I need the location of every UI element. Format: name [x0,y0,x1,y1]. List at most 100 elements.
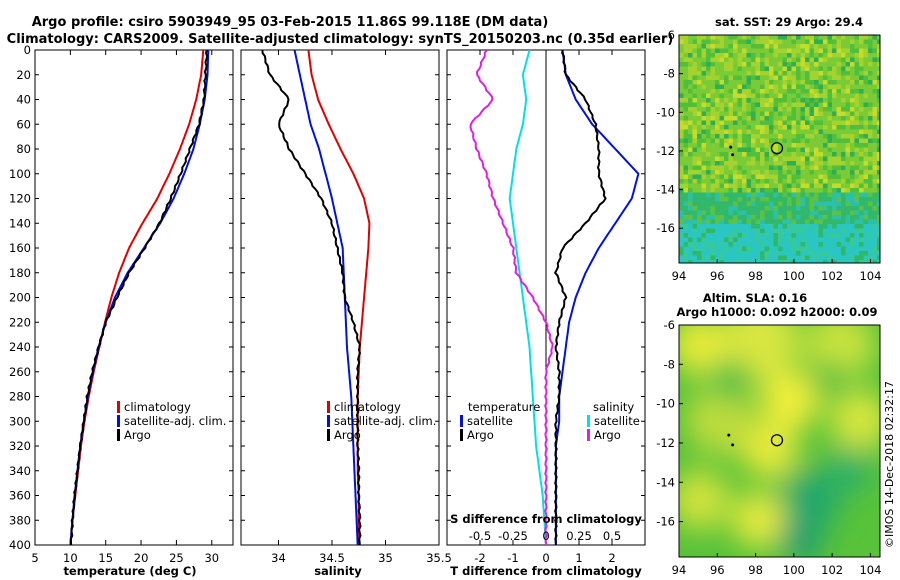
depth-tick-label: 100 [9,167,31,181]
diff-series-temperature-argo [554,50,607,545]
sal-xtick-label: 34.5 [319,551,345,565]
difference-panel: -2 -1 0 1 2 T difference from climatology S … [446,49,646,578]
sst-xtick-label: 104 [859,269,881,283]
secondary-xtick-label: 0.5 [603,529,621,543]
legend-satellite: satellite-adj. clim. [124,414,226,428]
sal-series-satellite-adj-clim- [293,50,359,545]
legend-argo: Argo [124,428,151,442]
temp-xtick-label: 10 [63,551,78,565]
depth-tick-label: 240 [9,340,31,354]
sst-map-title: sat. SST: 29 Argo: 29.4 [715,15,863,29]
sst-track-point [731,153,735,157]
sst-ytick-label: -8 [664,67,675,81]
temperature-xlabel: temperature (deg C) [63,564,196,578]
temperature-legend: climatology satellite-adj. clim. Argo [117,400,226,442]
legend-swatch-argo [327,429,330,441]
diff-xtick-label: 0 [542,551,549,565]
depth-tick-label: 380 [9,513,31,527]
sla-map-subtitle: Argo h1000: 0.092 h2000: 0.09 [676,305,877,319]
secondary-xtick-label: 0 [542,529,549,543]
temp-xtick-label: 25 [169,551,184,565]
salinity-xlabel: salinity [314,564,362,578]
legend-swatch-t-satellite [460,415,463,427]
sla-ytick-label: -10 [656,397,675,411]
legend-argo: Argo [334,428,361,442]
temp-xtick-label: 5 [31,551,38,565]
sla-xtick-label: 94 [672,563,687,577]
sst-ytick-label: -14 [656,183,675,197]
legend-swatch-climatology [327,401,330,413]
depth-tick-label: 140 [9,216,31,230]
sst-ytick-label: -16 [656,221,675,235]
depth-tick-label: 340 [9,464,31,478]
legend-swatch-t-argo [460,429,463,441]
sst-ytick-label: -6 [664,28,675,42]
sla-ytick-label: -6 [664,318,675,332]
temp-series-argo [69,50,209,545]
temperature-plot-frame [34,49,234,546]
temp-series-climatology [69,50,205,545]
sla-ytick-label: -14 [656,475,675,489]
sla-track-point [731,443,735,447]
depth-tick-label: 260 [9,365,31,379]
sla-xtick-label: 96 [710,563,725,577]
sla-map-panel: Altim. SLA: 0.16 Argo h1000: 0.092 h2000… [656,291,881,577]
figure-title-line1: Argo profile: csiro 5903949_95 03-Feb-20… [32,15,549,30]
legend-temperature-title: temperature [468,400,540,414]
temp-xtick-label: 20 [134,551,149,565]
sla-ytick-label: -12 [656,436,675,450]
depth-tick-label: 120 [9,192,31,206]
legend-swatch-satellite [327,415,330,427]
sla-ytick-label: -8 [664,357,675,371]
diff-series-salinity-satellite [508,50,547,545]
sst-xtick-label: 94 [672,269,687,283]
depth-tick-label: 280 [9,390,31,404]
salinity-legend: climatology satellite-adj. clim. Argo [327,400,436,442]
legend-satellite: satellite-adj. clim. [334,414,436,428]
depth-tick-label: 300 [9,414,31,428]
legend-climatology: climatology [334,400,401,414]
salinity-panel: 34 34.5 35 35.5 salinity climatology satell… [240,49,452,578]
legend-swatch-argo [117,429,120,441]
sla-track-point [727,433,731,437]
sla-map-title: Altim. SLA: 0.16 [703,291,807,305]
sal-xtick-label: 34 [271,551,286,565]
sst-ytick-label: -10 [656,105,675,119]
legend-swatch-satellite [117,415,120,427]
secondary-xtick-label: 0.25 [566,529,592,543]
diff-xtick-label: -2 [474,551,485,565]
sst-map-panel: sat. SST: 29 Argo: 29.4 94 96 98 100 102 104 -… [656,15,881,283]
legend-s-satellite: satellite [594,414,640,428]
sst-heatmap [679,35,880,263]
sst-xtick-label: 96 [710,269,725,283]
sst-ytick-label: -12 [656,144,675,158]
legend-salinity-title: salinity [593,400,634,414]
sal-series-argo [261,50,362,545]
sst-xtick-label: 100 [783,269,805,283]
depth-tick-label: 320 [9,439,31,453]
sla-map-frame [678,324,881,558]
difference-xlabel: T difference from climatology [450,564,642,578]
figure-title-line2: Climatology: CARS2009. Satellite-adjuste… [7,32,674,47]
secondary-xtick-label: -0.5 [469,529,491,543]
salinity-plot-frame [240,49,440,546]
depth-tick-label: 160 [9,241,31,255]
legend-swatch-climatology [117,401,120,413]
depth-tick-label: 80 [16,142,31,156]
sal-series-climatology [307,50,371,545]
sal-xtick-label: 35.5 [426,551,452,565]
legend-t-satellite: satellite [467,414,513,428]
sla-heatmap [679,325,880,557]
sst-xtick-label: 102 [821,269,843,283]
difference-secondary-xlabel: S difference from climatology [450,512,642,526]
legend-s-argo: Argo [594,428,621,442]
sst-map-frame [678,34,881,264]
sst-track-point [729,145,733,149]
temp-series-satellite-adj-clim- [69,50,210,545]
diff-xtick-label: -1 [507,551,518,565]
legend-swatch-s-argo [587,429,590,441]
sla-ytick-label: -16 [656,515,675,529]
depth-tick-label: 200 [9,291,31,305]
depth-tick-label: 60 [16,117,31,131]
temperature-panel: 0 20 40 60 80 100 120 140 160 180 200 220 240 260 280 3… [9,43,234,578]
